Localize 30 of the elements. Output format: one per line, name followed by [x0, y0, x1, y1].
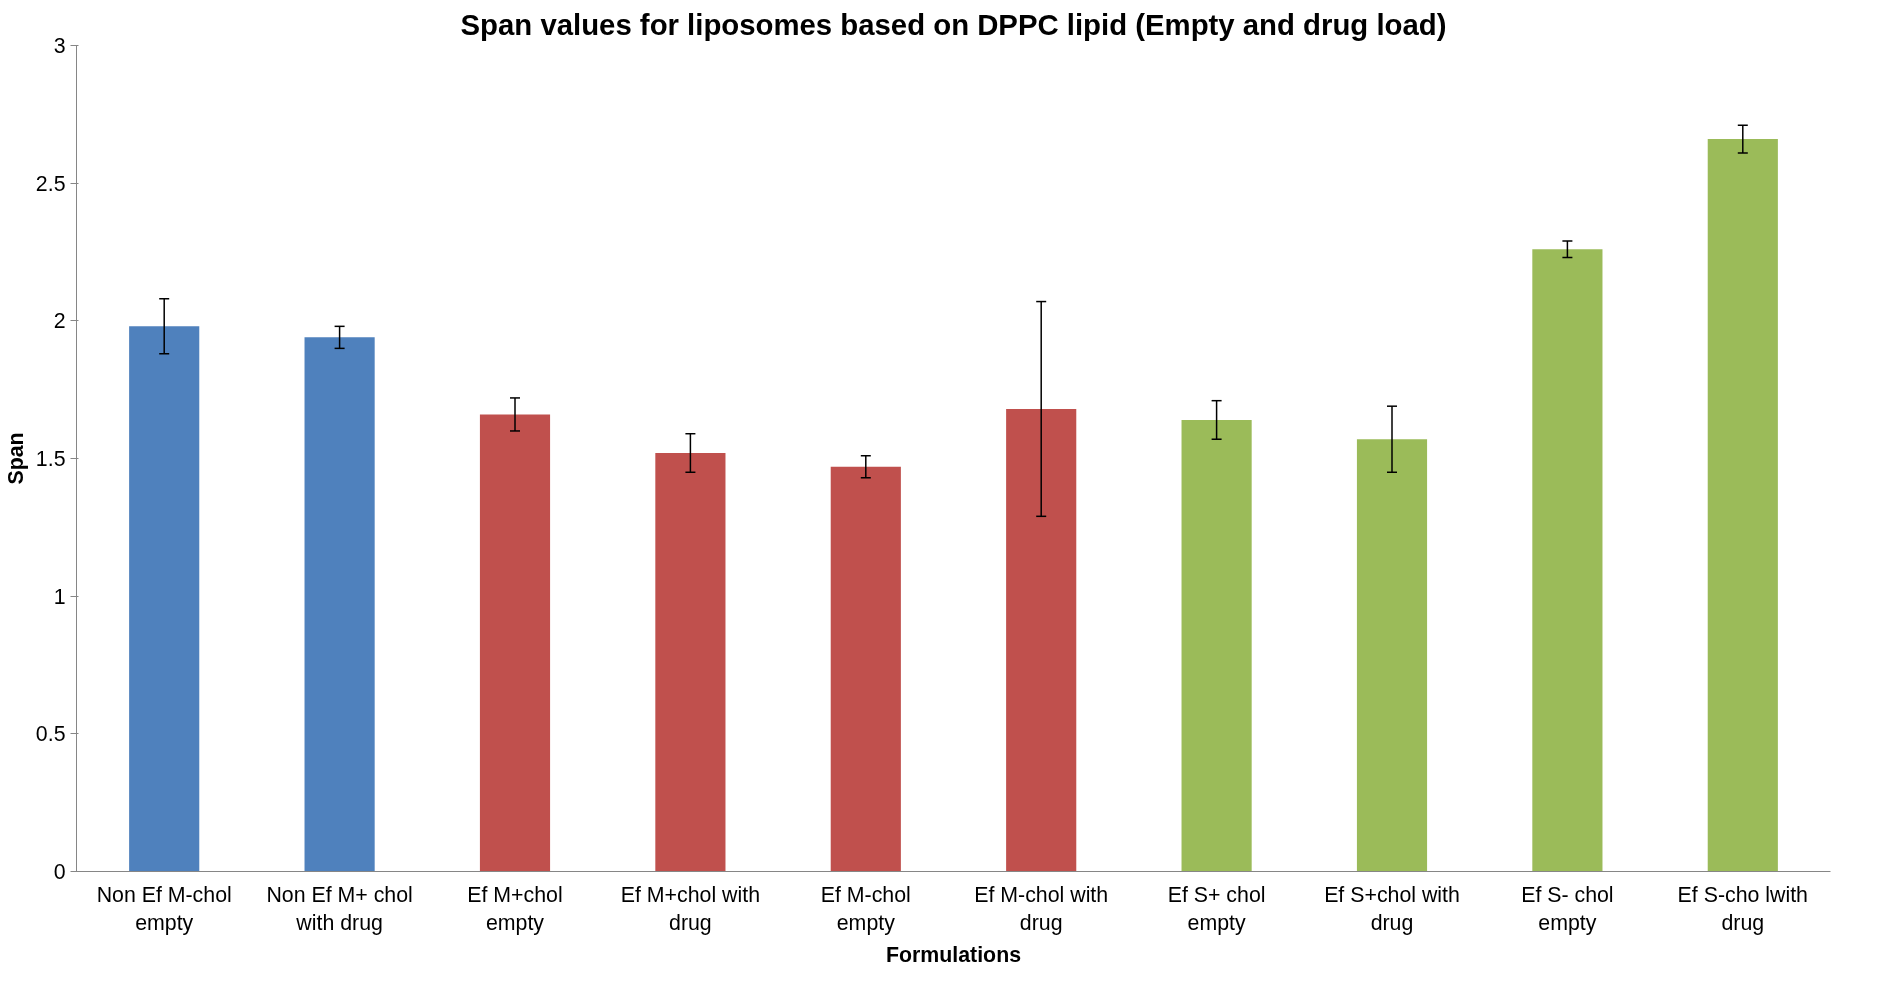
- bar: [830, 466, 901, 872]
- x-tick-label: Ef M-chol with drug: [974, 882, 1109, 936]
- bar: [1006, 408, 1077, 872]
- bar: [655, 452, 726, 872]
- y-tick-label: 2.5: [35, 171, 66, 196]
- y-tick-label: 0: [53, 860, 66, 884]
- bar: [304, 337, 375, 872]
- bar: [479, 414, 551, 872]
- x-axis-title: Formulations: [885, 943, 1022, 968]
- y-tick-label: 1: [53, 584, 66, 609]
- y-tick-label: 3: [53, 34, 66, 58]
- bar: [1181, 419, 1252, 872]
- x-tick-label: Ef M+chol empty: [467, 882, 563, 936]
- x-tick-label: Ef S- chol empty: [1521, 882, 1614, 936]
- bar: [1707, 139, 1778, 872]
- y-tick-label: 2: [53, 309, 66, 334]
- bar: [129, 326, 200, 872]
- x-tick-label: Ef S-cho lwith drug: [1677, 882, 1808, 936]
- bar: [1356, 439, 1428, 872]
- x-tick-label: Ef S+chol with drug: [1324, 882, 1460, 936]
- bar: [1532, 249, 1603, 872]
- y-tick-label: 0.5: [35, 722, 66, 747]
- y-tick-label: 1.5: [35, 447, 66, 471]
- chart-title: Span values for liposomes based on DPPC lipid (Empty and drug load): [460, 7, 1447, 41]
- x-tick-label: Non Ef M-chol empty: [96, 882, 232, 936]
- x-tick-label: Ef S+ chol empty: [1167, 882, 1266, 936]
- x-tick-label: Non Ef M+ chol with drug: [266, 882, 413, 936]
- x-tick-label: Ef M+chol with drug: [620, 882, 761, 936]
- x-tick-label: Ef M-chol empty: [820, 882, 911, 936]
- y-axis-title: Span: [3, 432, 28, 485]
